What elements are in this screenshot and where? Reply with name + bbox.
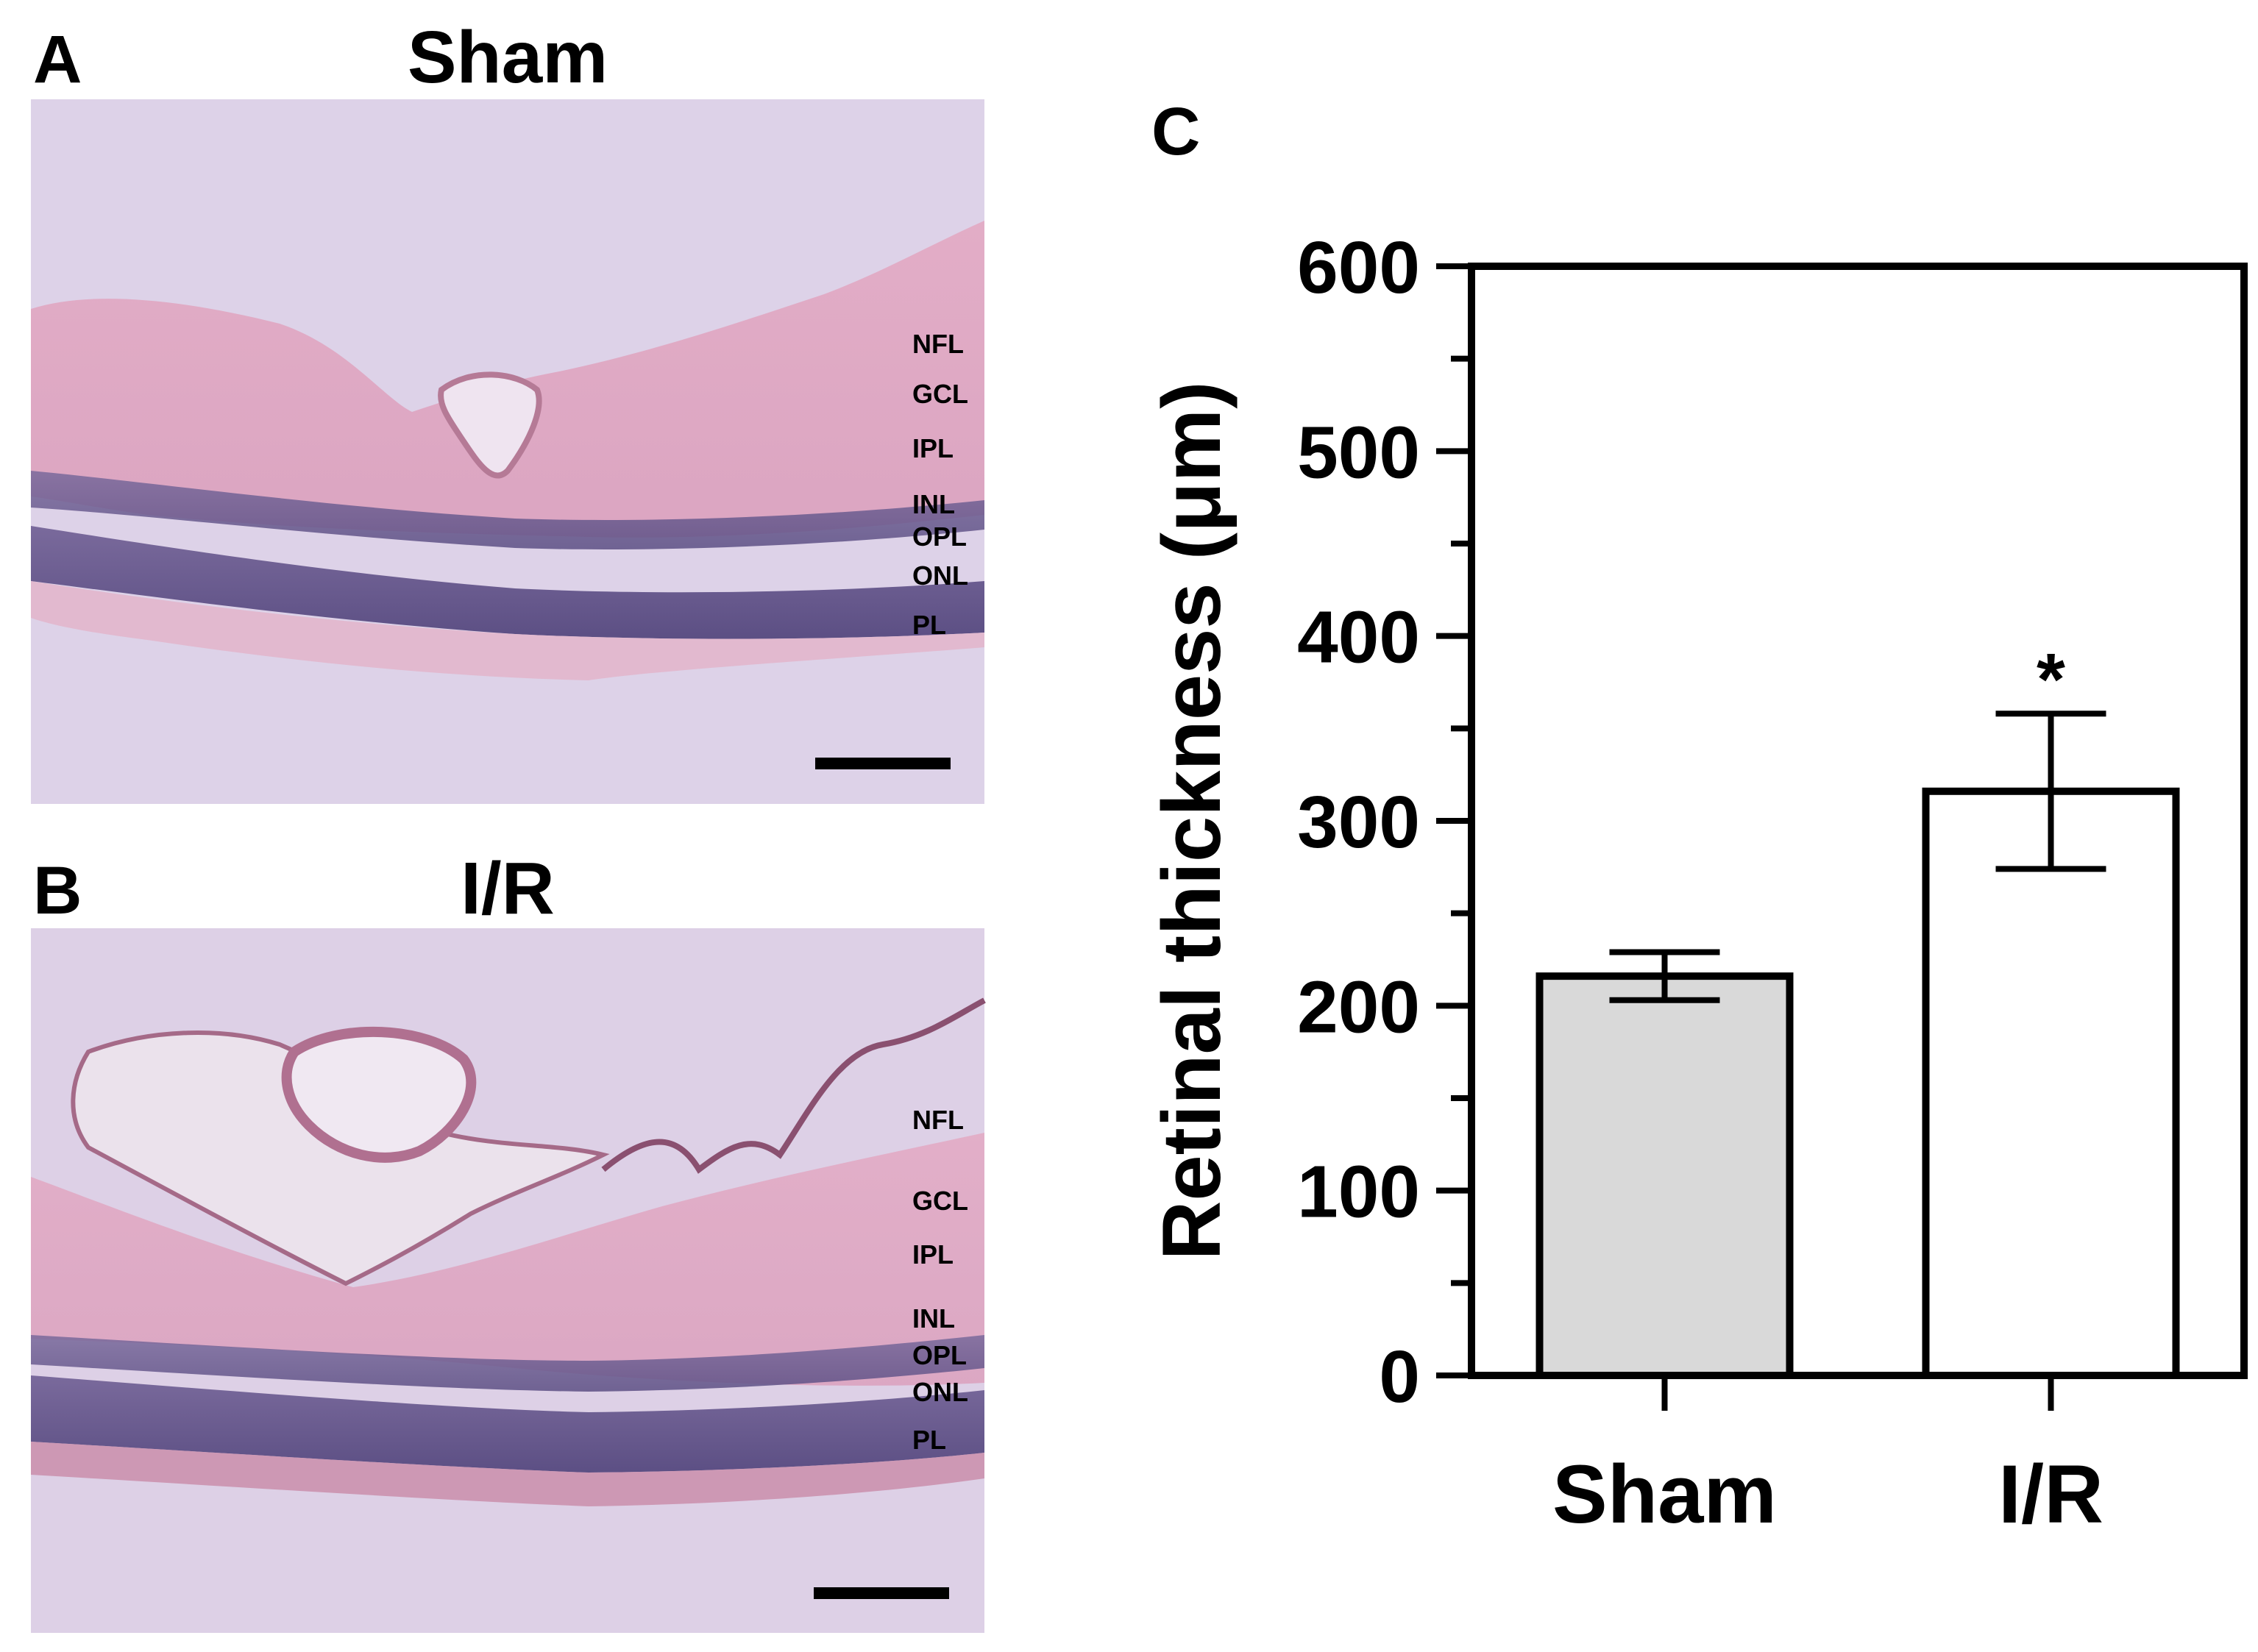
panel-c-letter: C [1151, 94, 1200, 169]
tissue-outer-nuclear-layer [31, 1375, 984, 1473]
layer-label: ONL [912, 560, 968, 591]
tissue-inner-limiting-membrane [601, 997, 986, 1174]
tissue-photoreceptor-layer [31, 1442, 984, 1506]
bar [1535, 972, 1794, 1379]
panel-a-letter: A [33, 22, 82, 97]
panel-b: B I/R NFL GCL IPL INL OPL ONL PL [31, 847, 986, 1633]
sham-micrograph: NFL GCL IPL INL OPL ONL PL [31, 99, 984, 804]
layer-label: NFL [912, 1105, 964, 1135]
layer-label: IPL [912, 1239, 954, 1270]
tissue-inner-nuclear-layer [31, 471, 984, 550]
x-tick-label: Sham [1552, 1448, 1777, 1540]
scale-bar [815, 758, 951, 769]
layer-label: GCL [912, 1186, 968, 1216]
panel-a-title: Sham [408, 16, 608, 99]
scale-bar [814, 1587, 949, 1599]
y-axis-label: Retinal thickness (μm) [1146, 381, 1238, 1260]
layer-labels-b: NFL GCL IPL INL OPL ONL PL [912, 1105, 968, 1455]
panel-b-title: I/R [461, 847, 555, 930]
layer-labels-a: NFL GCL IPL INL OPL ONL PL [912, 329, 968, 640]
layer-label: ONL [912, 1377, 968, 1407]
tissue-vessel [281, 1026, 477, 1163]
y-tick-label: 100 [1297, 1151, 1420, 1233]
layer-label: PL [912, 1425, 946, 1455]
significance-asterisk: * [2037, 638, 2065, 721]
tissue-outer-nuclear-layer [31, 526, 984, 639]
layer-label: INL [912, 489, 955, 519]
y-tick-label: 600 [1297, 227, 1420, 309]
tissue-stroma [31, 221, 984, 538]
layer-label: OPL [912, 521, 967, 552]
layer-label: INL [912, 1303, 955, 1334]
ir-micrograph: NFL GCL IPL INL OPL ONL PL [31, 928, 986, 1633]
tissue-inner-nuclear-layer [31, 1335, 984, 1392]
bar-chart: Retinal thickness (μm) * 0 100 200 300 400 50… [1146, 227, 2248, 1540]
x-tick-label: I/R [1998, 1448, 2103, 1540]
layer-label: GCL [912, 379, 968, 409]
layer-label: OPL [912, 1340, 967, 1370]
y-tick-label: 500 [1297, 411, 1420, 494]
panel-c: C Retinal thickness (μm) * 0 100 200 300 400… [1146, 94, 2248, 1540]
tissue-vessel [438, 371, 542, 479]
y-tick-label: 400 [1297, 597, 1420, 679]
layer-label: PL [912, 610, 946, 640]
bar [1922, 787, 2180, 1379]
y-tick-label: 300 [1297, 781, 1420, 864]
layer-label: IPL [912, 433, 954, 463]
tissue-edema [71, 1030, 610, 1286]
tissue-photoreceptor-layer [31, 581, 984, 680]
layer-label: NFL [912, 329, 964, 359]
y-tick-label: 0 [1379, 1336, 1420, 1418]
panel-b-letter: B [33, 853, 82, 928]
y-tick-label: 200 [1297, 966, 1420, 1048]
panel-a: A Sham NFL GCL IPL INL OPL ONL PL [31, 16, 984, 804]
tissue-stroma [31, 1133, 984, 1386]
